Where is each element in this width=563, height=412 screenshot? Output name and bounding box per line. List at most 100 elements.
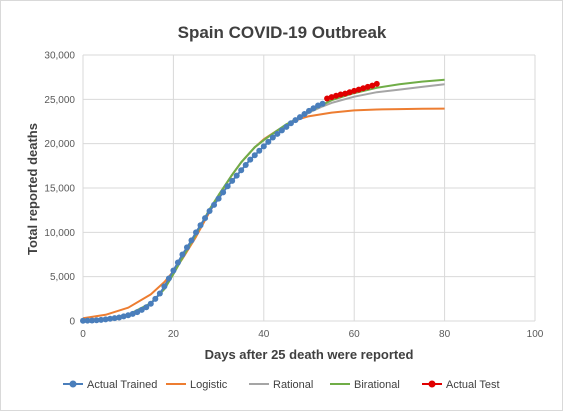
y-tick-label: 30,000 <box>44 51 75 62</box>
data-point-actual-trained <box>170 267 177 274</box>
data-point-actual-test <box>351 87 358 94</box>
data-point-actual-trained <box>269 134 276 141</box>
data-point-actual-trained <box>211 201 218 208</box>
data-point-actual-trained <box>229 177 236 184</box>
data-point-actual-trained <box>260 143 267 150</box>
legend-item-actual-trained: Actual Trained <box>63 379 157 391</box>
data-point-actual-test <box>328 94 335 101</box>
data-point-actual-test <box>333 92 340 99</box>
data-point-actual-trained <box>251 152 258 159</box>
data-point-actual-trained <box>238 167 245 174</box>
legend-item-actual-test: Actual Test <box>422 379 500 391</box>
data-point-actual-trained <box>215 195 222 202</box>
data-point-actual-trained <box>156 290 163 297</box>
data-point-actual-trained <box>301 110 308 117</box>
data-point-actual-trained <box>174 259 181 266</box>
data-point-actual-trained <box>242 161 249 168</box>
data-point-actual-test <box>364 83 371 90</box>
data-point-actual-trained <box>233 172 240 179</box>
x-tick-label: 20 <box>168 329 180 340</box>
legend-marker <box>69 380 77 388</box>
y-tick-label: 0 <box>69 317 75 328</box>
x-axis-title: Days after 25 death were reported <box>205 347 414 362</box>
x-tick-label: 60 <box>349 329 361 340</box>
data-point-actual-trained <box>179 251 186 258</box>
data-point-actual-trained <box>310 105 317 112</box>
data-point-actual-trained <box>93 317 100 324</box>
chart-title: Spain COVID-19 Outbreak <box>178 23 387 42</box>
data-point-actual-trained <box>188 237 195 244</box>
data-point-actual-test <box>342 90 349 97</box>
data-point-actual-trained <box>183 244 190 251</box>
data-point-actual-trained <box>202 215 209 222</box>
data-point-actual-trained <box>116 314 123 321</box>
data-point-actual-trained <box>206 208 213 215</box>
data-point-actual-test <box>373 80 380 87</box>
data-point-actual-trained <box>143 304 150 311</box>
data-point-actual-trained <box>319 100 326 107</box>
data-point-actual-trained <box>193 229 199 236</box>
data-point-actual-trained <box>306 107 312 114</box>
data-point-actual-trained <box>120 313 127 320</box>
y-axis-title: Total reported deaths <box>25 123 40 255</box>
y-tick-label: 25,000 <box>44 95 75 106</box>
data-point-actual-trained <box>138 306 145 313</box>
data-point-actual-trained <box>147 300 154 307</box>
legend-item-rational: Rational <box>249 379 313 391</box>
legend-label: Logistic <box>190 379 228 391</box>
x-tick-label: 40 <box>258 329 270 340</box>
legend-label: Actual Test <box>446 379 500 391</box>
legend-item-logistic: Logistic <box>166 379 228 391</box>
data-point-actual-test <box>337 91 344 98</box>
data-point-actual-trained <box>315 102 322 109</box>
data-point-actual-trained <box>125 312 132 319</box>
data-point-actual-trained <box>256 147 263 154</box>
data-point-actual-trained <box>296 114 303 121</box>
data-point-actual-trained <box>129 310 136 317</box>
x-tick-label: 0 <box>80 329 86 340</box>
data-point-actual-test <box>355 86 362 93</box>
data-point-actual-trained <box>278 127 285 134</box>
data-point-actual-test <box>369 82 376 89</box>
data-point-actual-trained <box>102 316 109 323</box>
data-point-actual-trained <box>197 222 204 229</box>
legend: Actual Trained Logistic Rational Birational… <box>63 379 500 391</box>
y-tick-label: 5,000 <box>50 272 75 283</box>
data-point-actual-trained <box>152 295 159 302</box>
data-point-actual-trained <box>247 156 254 163</box>
data-point-actual-trained <box>165 275 172 282</box>
data-point-actual-test <box>346 89 353 96</box>
data-point-actual-trained <box>287 120 294 127</box>
data-point-actual-trained <box>84 317 91 324</box>
data-point-actual-trained <box>283 123 290 130</box>
legend-marker <box>428 380 436 388</box>
data-point-actual-trained <box>220 189 227 196</box>
data-point-actual-test <box>360 85 367 92</box>
y-tick-label: 15,000 <box>44 184 75 195</box>
legend-label: Birational <box>354 379 400 391</box>
data-point-actual-trained <box>265 138 272 145</box>
legend-item-birational: Birational <box>330 379 400 391</box>
data-point-actual-trained <box>292 117 299 124</box>
series-layer <box>80 78 445 324</box>
data-point-actual-trained <box>224 183 231 190</box>
x-tick-label: 100 <box>527 329 544 340</box>
data-point-actual-trained <box>107 315 114 322</box>
data-point-actual-trained <box>89 317 96 324</box>
tick-labels: 0 5,000 10,000 15,000 20,000 25,000 30,000 0 20 4… <box>44 51 543 341</box>
y-tick-label: 20,000 <box>44 139 75 150</box>
series-line-actual-trained <box>82 102 323 322</box>
data-point-actual-trained <box>161 283 168 290</box>
data-point-actual-trained <box>80 317 86 324</box>
y-tick-label: 10,000 <box>44 228 75 239</box>
grid <box>82 54 536 322</box>
legend-label: Rational <box>273 379 313 391</box>
data-point-actual-trained <box>134 309 141 316</box>
legend-label: Actual Trained <box>87 379 157 391</box>
data-point-actual-test <box>324 95 331 102</box>
data-point-actual-trained <box>274 130 281 137</box>
data-point-actual-trained <box>98 316 105 323</box>
x-tick-label: 80 <box>439 329 451 340</box>
